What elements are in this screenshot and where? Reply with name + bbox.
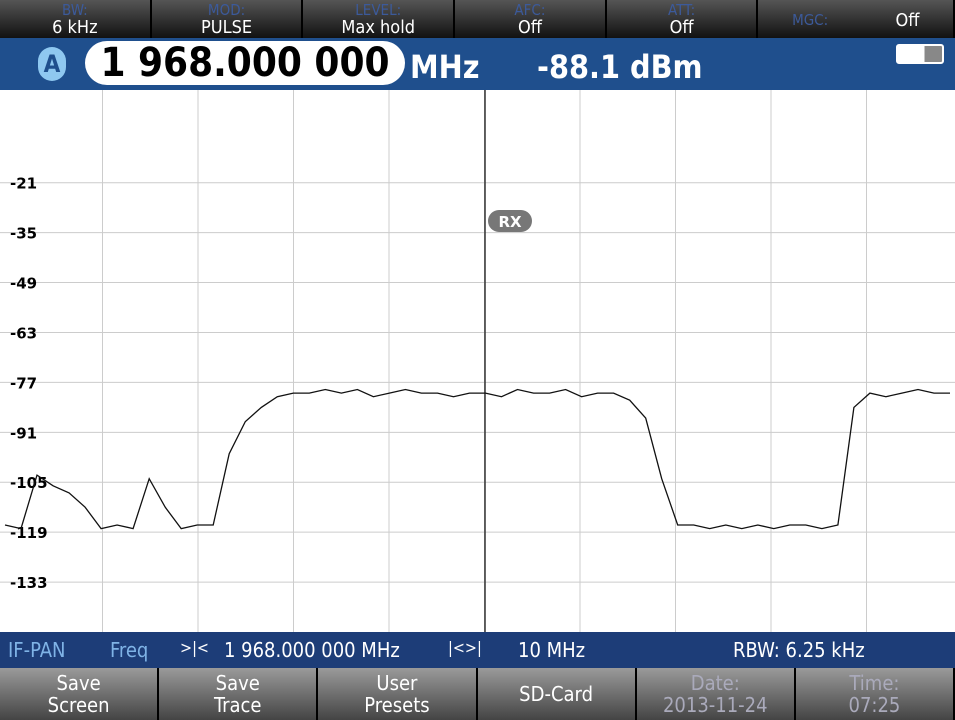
rbw: RBW: 6.25 kHz <box>733 638 865 662</box>
softkey-line: 07:25 <box>848 693 901 717</box>
marker-badge <box>488 210 532 232</box>
softkey-line: Screen <box>47 693 110 717</box>
status-bar: IF-PAN Freq >|< 1 968.000 000 MHz |<>| 1… <box>0 632 955 668</box>
level: -88.1 dBm <box>537 48 703 86</box>
y-tick-label: -77 <box>10 374 37 392</box>
battery-icon <box>896 44 944 64</box>
top-cell[interactable]: ATT: Off <box>606 0 759 38</box>
y-tick-label: -49 <box>10 275 37 293</box>
y-tick-label: -63 <box>10 324 37 342</box>
softkey[interactable]: Save Screen <box>0 668 158 720</box>
y-tick-label: -35 <box>10 225 37 243</box>
plot-background <box>0 90 955 632</box>
center-icon: >|< <box>180 638 209 657</box>
softkey[interactable]: SD-Card <box>477 668 635 720</box>
softkey-line: Trace <box>214 693 262 717</box>
center-frequency: 1 968.000 000 MHz <box>224 638 400 662</box>
softkey-line: SD-Card <box>519 682 594 706</box>
param: Freq <box>110 638 149 662</box>
cell-label: BW: <box>61 1 88 19</box>
marker-label: RX <box>498 213 522 231</box>
frequency: 1 968.000 000 <box>85 41 405 85</box>
header-bar: A 1 968.000 000 MHz -88.1 dBm <box>0 38 955 90</box>
y-tick-label: -133 <box>10 574 48 592</box>
mode: IF-PAN <box>8 638 66 662</box>
softkey: Date: 2013-11-24 <box>636 668 794 720</box>
cell-value: Max hold <box>341 17 415 38</box>
softkey-line: Time: <box>849 671 900 695</box>
top-cell[interactable]: LEVEL: Max hold <box>303 0 456 38</box>
cell-label: MGC: <box>792 10 829 29</box>
softkey: Time: 07:25 <box>795 668 954 720</box>
cell-value: Off <box>517 17 542 38</box>
softkey-line: Save <box>215 671 260 695</box>
softkey-line: Date: <box>690 671 740 695</box>
softkey-line: 2013-11-24 <box>662 693 768 717</box>
top-cell[interactable]: BW: 6 kHz <box>0 0 152 38</box>
cell-label: MOD: <box>207 1 246 19</box>
softkey-line: User <box>376 671 418 695</box>
cell-label: ATT: <box>668 1 696 19</box>
softkey[interactable]: User Presets <box>318 668 476 720</box>
span-icon: |<>| <box>448 638 482 657</box>
cell-label: LEVEL: <box>355 1 402 19</box>
span: 10 MHz <box>518 638 586 662</box>
cell-value: Off <box>669 17 694 38</box>
top-cell[interactable]: MGC: Off <box>758 0 955 38</box>
softkey[interactable]: Save Trace <box>159 668 317 720</box>
top-cell[interactable]: MOD: PULSE <box>151 0 304 38</box>
top-cell[interactable]: AFC: Off <box>455 0 607 38</box>
y-tick-label: -91 <box>10 424 37 442</box>
cell-value: Off <box>895 9 920 31</box>
cell-label: AFC: <box>514 1 546 19</box>
channel: A <box>38 47 66 81</box>
cell-value: 6 kHz <box>52 17 98 38</box>
y-tick-label: -21 <box>10 175 37 193</box>
cell-value: PULSE <box>200 17 253 38</box>
top-bar: BW: 6 kHz MOD: PULSE LEVEL: Max hold AFC: Off AT… <box>0 0 955 38</box>
softkeys: Save Screen Save Trace User Presets SD-Card Dat… <box>0 668 955 720</box>
trace <box>4 388 950 530</box>
frequency-unit: MHz <box>410 48 480 86</box>
softkey-line: Save <box>56 671 101 695</box>
y-tick-label: -105 <box>10 474 48 492</box>
softkey-line: Presets <box>364 693 430 717</box>
